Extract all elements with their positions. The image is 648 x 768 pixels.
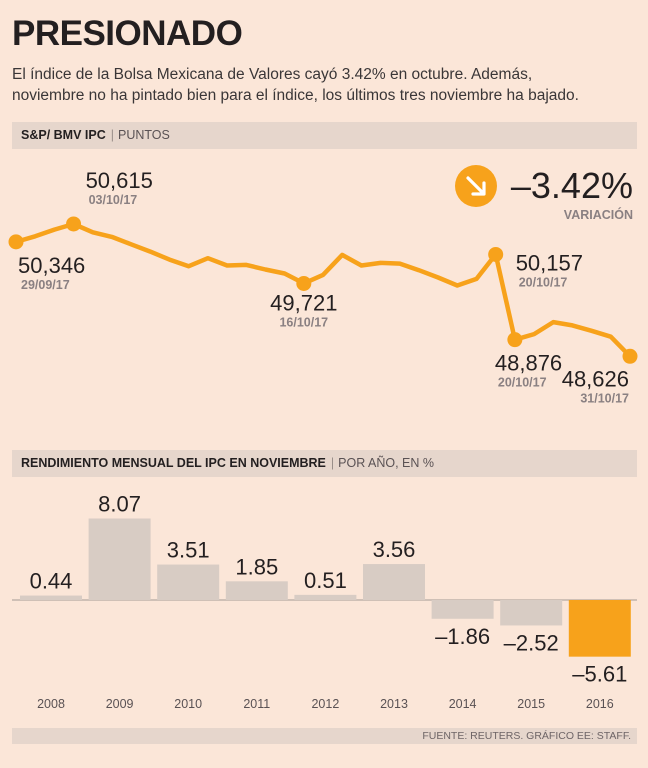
x-tick-label: 2008 [37, 697, 65, 711]
source-text: FUENTE: REUTERS. GRÁFICO EE: STAFF. [422, 730, 631, 742]
bar-value-label: –2.52 [504, 630, 559, 655]
bar-chart: 0.44 2008 8.07 2009 3.51 2010 1.85 2011 0.51 2012… [12, 491, 637, 711]
data-point-marker [296, 275, 312, 291]
x-tick-label: 2012 [311, 697, 339, 711]
bar-2016 [568, 600, 631, 657]
line-chart-unit: PUNTOS [118, 128, 170, 142]
bar-value-label: 0.44 [30, 569, 73, 594]
data-label-value: 49,721 [270, 290, 337, 315]
line-chart-header: S&P/ BMV IPC | PUNTOS [12, 122, 637, 149]
bar-chart-unit: POR AÑO, EN % [338, 456, 435, 470]
x-tick-label: 2013 [380, 697, 408, 711]
data-point-marker [507, 332, 523, 348]
x-tick-label: 2015 [517, 697, 545, 711]
data-point-marker [66, 216, 82, 232]
bar-2008 [20, 595, 82, 600]
divider: | [330, 456, 335, 470]
bar-chart-title: RENDIMIENTO MENSUAL DEL IPC EN NOVIEMBRE [21, 456, 326, 470]
bar-2013 [363, 564, 425, 600]
x-tick-label: 2010 [174, 697, 202, 711]
data-label-date: 31/10/17 [580, 391, 629, 405]
bar-2015 [500, 600, 563, 626]
bar-2010 [157, 564, 220, 600]
bar-2014 [431, 600, 494, 619]
data-point-marker [488, 246, 504, 262]
bar-chart-header: RENDIMIENTO MENSUAL DEL IPC EN NOVIEMBRE… [12, 450, 637, 477]
subtitle: El índice de la Bolsa Mexicana de Valore… [12, 64, 642, 106]
bar-2012 [294, 594, 357, 600]
divider: | [110, 128, 114, 142]
x-tick-label: 2011 [243, 697, 270, 711]
variation-value: –3.42% [511, 165, 633, 206]
bar-value-label: 3.56 [373, 537, 416, 562]
bar-value-label: 0.51 [304, 568, 347, 593]
x-tick-label: 2014 [449, 697, 477, 711]
x-tick-label: 2009 [106, 697, 134, 711]
data-label-value: 48,626 [562, 366, 629, 391]
subtitle-line-1: El índice de la Bolsa Mexicana de Valore… [12, 66, 533, 83]
line-chart-title: S&P/ BMV IPC [21, 128, 106, 142]
data-label-date: 16/10/17 [279, 315, 328, 329]
page-title: PRESIONADO [12, 14, 243, 53]
bar-value-label: 3.51 [167, 538, 210, 563]
bar-value-label: 8.07 [98, 491, 141, 516]
bar-value-label: 1.85 [235, 554, 278, 579]
x-tick-label: 2016 [586, 697, 614, 711]
data-label-date: 29/09/17 [21, 278, 70, 292]
data-label-value: 48,876 [495, 351, 562, 376]
bar-2009 [88, 518, 151, 600]
variation-label: VARIACIÓN [564, 207, 633, 222]
data-label-date: 20/10/17 [498, 376, 547, 390]
subtitle-line-2: noviembre no ha pintado bien para el índ… [12, 87, 579, 104]
source-footer: FUENTE: REUTERS. GRÁFICO EE: STAFF. [12, 728, 637, 744]
data-label-value: 50,157 [516, 250, 583, 275]
ipc-series-line [13, 221, 633, 359]
data-point-marker [8, 234, 24, 250]
data-label-date: 03/10/17 [89, 193, 138, 207]
bar-value-label: –1.86 [435, 624, 490, 649]
data-label-value: 50,615 [86, 168, 153, 193]
bar-value-label: –5.61 [572, 662, 627, 687]
bar-2011 [225, 581, 288, 600]
data-point-marker [622, 348, 638, 364]
data-label-date: 20/10/17 [519, 275, 568, 289]
arrow-glyph [466, 176, 486, 196]
data-label-value: 50,346 [18, 253, 85, 278]
